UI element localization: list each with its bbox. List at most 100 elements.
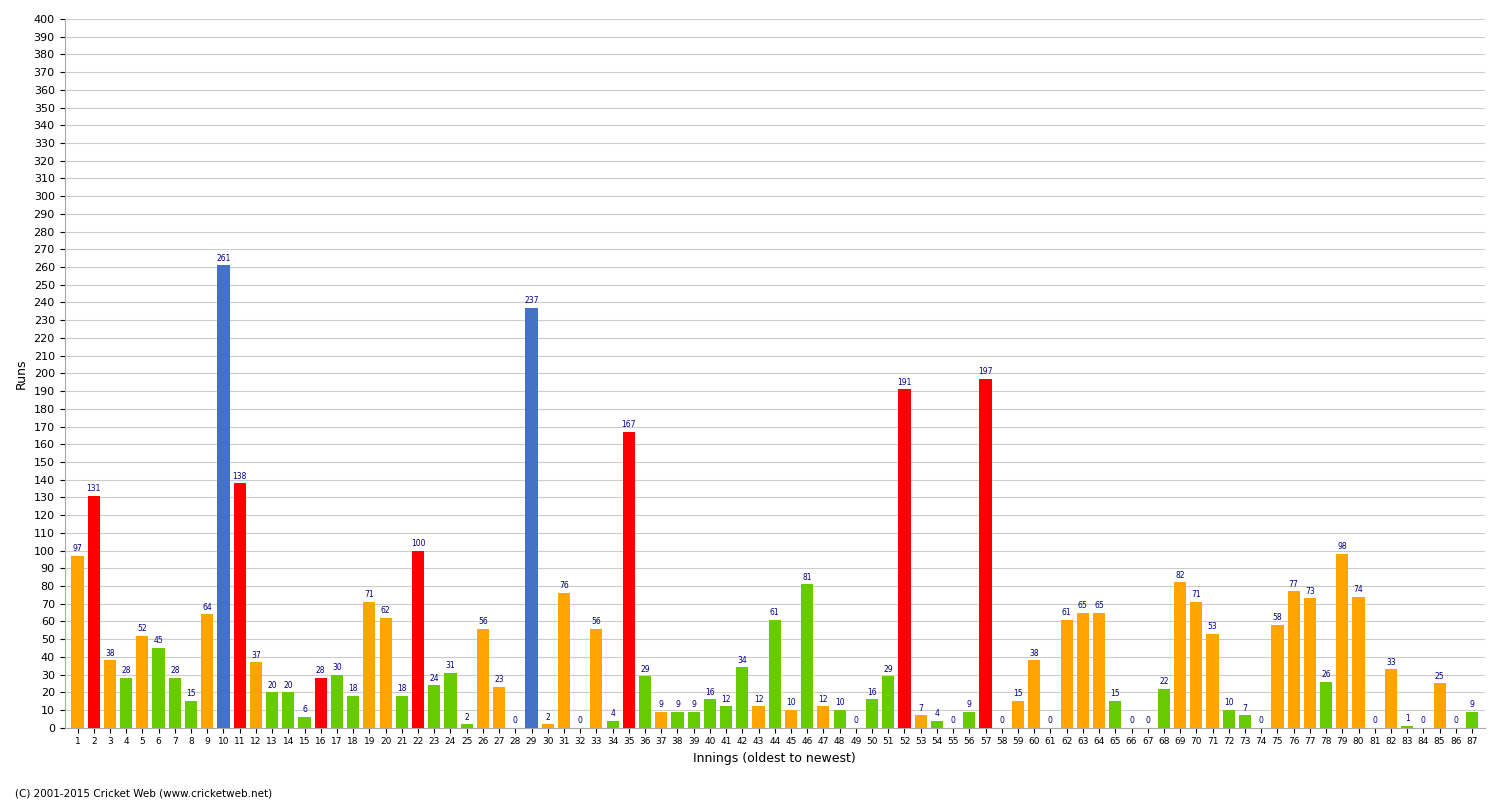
Bar [168, 678, 182, 728]
Bar [1013, 701, 1025, 728]
Bar [444, 673, 456, 728]
Text: 9: 9 [675, 700, 680, 709]
Bar [1206, 634, 1218, 728]
Text: 10: 10 [786, 698, 796, 707]
Bar [332, 674, 344, 728]
Text: 22: 22 [1160, 677, 1168, 686]
Text: 0: 0 [1454, 716, 1458, 725]
Text: 31: 31 [446, 661, 456, 670]
Bar [1239, 715, 1251, 728]
Text: 6: 6 [302, 706, 307, 714]
Text: 65: 65 [1094, 601, 1104, 610]
Bar [251, 662, 262, 728]
Text: 71: 71 [1191, 590, 1202, 599]
Bar [153, 648, 165, 728]
Text: 12: 12 [722, 695, 730, 704]
Bar [558, 593, 570, 728]
Bar [963, 712, 975, 728]
Bar [672, 712, 684, 728]
Bar [720, 706, 732, 728]
Text: 53: 53 [1208, 622, 1218, 631]
Text: 28: 28 [170, 666, 180, 675]
Bar [525, 308, 537, 728]
Bar [1304, 598, 1316, 728]
Bar [865, 699, 877, 728]
Bar [217, 266, 229, 728]
Text: 61: 61 [1062, 608, 1071, 617]
Text: 0: 0 [853, 716, 858, 725]
Bar [1287, 591, 1299, 728]
Bar [768, 620, 782, 728]
Text: 0: 0 [1130, 716, 1134, 725]
Text: 261: 261 [216, 254, 231, 262]
Bar [87, 496, 100, 728]
Bar [72, 556, 84, 728]
Text: 15: 15 [186, 690, 196, 698]
Bar [1094, 613, 1106, 728]
Text: 15: 15 [1013, 690, 1023, 698]
Bar [980, 378, 992, 728]
Y-axis label: Runs: Runs [15, 358, 28, 389]
Bar [784, 710, 796, 728]
Text: 167: 167 [621, 420, 636, 429]
Bar [818, 706, 830, 728]
Bar [1272, 625, 1284, 728]
Bar [201, 614, 213, 728]
Bar [315, 678, 327, 728]
Text: 81: 81 [802, 573, 812, 582]
Text: 20: 20 [267, 681, 278, 690]
Text: 12: 12 [819, 695, 828, 704]
Bar [477, 629, 489, 728]
Text: 16: 16 [705, 688, 714, 697]
Bar [882, 676, 894, 728]
Text: 24: 24 [429, 674, 439, 682]
Text: 62: 62 [381, 606, 390, 615]
Bar [1466, 712, 1478, 728]
Text: 9: 9 [1470, 700, 1474, 709]
Text: 65: 65 [1078, 601, 1088, 610]
Text: 0: 0 [1048, 716, 1053, 725]
Text: 15: 15 [1110, 690, 1120, 698]
Text: 0: 0 [1372, 716, 1377, 725]
Text: 25: 25 [1436, 672, 1444, 681]
Text: 12: 12 [754, 695, 764, 704]
Text: 4: 4 [610, 709, 615, 718]
Bar [915, 715, 927, 728]
Bar [898, 390, 910, 728]
Text: 131: 131 [87, 484, 100, 493]
Text: 0: 0 [1420, 716, 1426, 725]
Bar [413, 550, 424, 728]
Bar [460, 724, 472, 728]
Bar [1174, 582, 1186, 728]
Text: 4: 4 [934, 709, 939, 718]
Bar [234, 483, 246, 728]
Text: 38: 38 [105, 649, 114, 658]
Text: 56: 56 [591, 617, 602, 626]
Bar [184, 701, 196, 728]
Text: 61: 61 [770, 608, 780, 617]
Text: 28: 28 [122, 666, 130, 675]
Text: 237: 237 [525, 296, 538, 305]
Bar [266, 692, 278, 728]
Bar [1158, 689, 1170, 728]
Bar [656, 712, 668, 728]
Text: 97: 97 [72, 544, 82, 553]
Text: 9: 9 [968, 700, 972, 709]
Bar [427, 685, 441, 728]
Bar [606, 721, 618, 728]
Bar [120, 678, 132, 728]
Text: 0: 0 [951, 716, 956, 725]
Bar [136, 635, 148, 728]
Text: 10: 10 [1224, 698, 1233, 707]
Text: 2: 2 [546, 713, 550, 722]
X-axis label: Innings (oldest to newest): Innings (oldest to newest) [693, 752, 856, 765]
Text: 0: 0 [999, 716, 1004, 725]
Text: 0: 0 [578, 716, 582, 725]
Bar [1336, 554, 1348, 728]
Text: 191: 191 [897, 378, 912, 386]
Bar [542, 724, 554, 728]
Text: 10: 10 [836, 698, 844, 707]
Text: 18: 18 [398, 684, 406, 693]
Bar [494, 687, 506, 728]
Text: 29: 29 [640, 665, 650, 674]
